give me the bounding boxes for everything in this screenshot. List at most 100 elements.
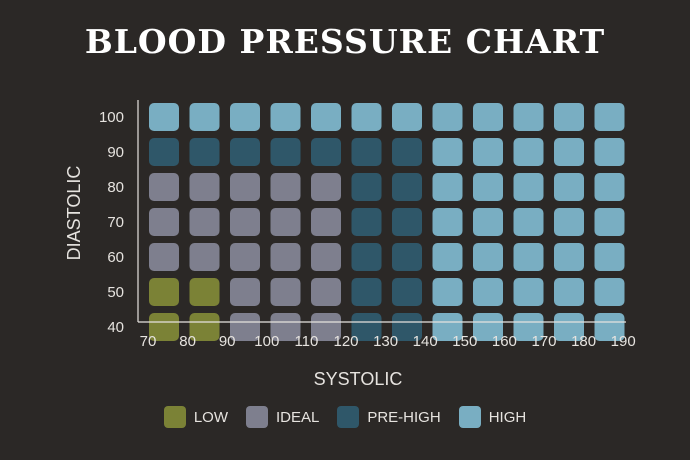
cell-60-150 — [432, 243, 463, 271]
cell-70-130 — [351, 208, 382, 236]
cell-70-120 — [311, 208, 341, 236]
legend-item-low: LOW — [163, 406, 228, 428]
cell-50-140 — [392, 278, 422, 306]
cell-60-170 — [513, 243, 544, 271]
y-axis-title: DIASTOLIC — [64, 166, 84, 261]
cell-90-170 — [513, 138, 544, 166]
legend-label: IDEAL — [275, 408, 320, 426]
cell-40-100 — [230, 313, 260, 341]
cell-40-190 — [594, 313, 625, 341]
cell-100-130 — [351, 103, 382, 131]
cell-70-150 — [432, 208, 463, 236]
x-tick-label: 190 — [611, 333, 636, 350]
x-tick-label: 130 — [373, 333, 398, 350]
legend-label: HIGH — [488, 408, 527, 426]
cell-60-110 — [270, 243, 301, 271]
cell-80-110 — [270, 173, 301, 201]
y-tick-label: 90 — [107, 144, 124, 161]
cell-40-180 — [554, 313, 584, 341]
cell-40-170 — [513, 313, 544, 341]
legend-swatch — [245, 406, 268, 428]
cell-40-90 — [189, 313, 220, 341]
cell-40-160 — [473, 313, 503, 341]
x-tick-label: 140 — [413, 333, 438, 350]
x-tick-label: 170 — [531, 333, 556, 350]
cell-100-190 — [594, 103, 625, 131]
cell-40-140 — [392, 313, 422, 341]
cell-100-110 — [270, 103, 301, 131]
cell-80-190 — [594, 173, 625, 201]
legend-swatch — [163, 406, 186, 428]
cell-70-140 — [392, 208, 422, 236]
cell-100-180 — [554, 103, 584, 131]
y-tick-label: 50 — [107, 284, 124, 301]
legend-label: LOW — [193, 408, 228, 426]
chart-legend: LOW IDEAL PRE-HIGH HIGH — [0, 406, 690, 428]
cell-50-90 — [189, 278, 220, 306]
cell-80-80 — [149, 173, 179, 201]
cell-80-160 — [473, 173, 503, 201]
x-tick-label: 70 — [140, 333, 157, 350]
legend-item-ideal: IDEAL — [245, 406, 320, 428]
legend-swatch — [458, 406, 481, 428]
chart-title: BLOOD PRESSURE CHART — [84, 22, 606, 61]
cell-40-130 — [351, 313, 382, 341]
cell-40-120 — [311, 313, 341, 341]
x-tick-label: 100 — [254, 333, 279, 350]
x-tick-label: 150 — [452, 333, 477, 350]
y-tick-label: 60 — [107, 249, 124, 266]
cell-60-160 — [473, 243, 503, 271]
cell-50-110 — [270, 278, 301, 306]
x-tick-label: 120 — [333, 333, 358, 350]
legend-label: PRE-HIGH — [367, 408, 441, 426]
y-tick-label: 70 — [107, 214, 124, 231]
x-tick-label: 110 — [294, 333, 318, 350]
cell-50-190 — [594, 278, 625, 306]
cell-60-180 — [554, 243, 584, 271]
cell-90-150 — [432, 138, 463, 166]
cell-80-130 — [351, 173, 382, 201]
cell-60-120 — [311, 243, 341, 271]
cell-50-130 — [351, 278, 382, 306]
cell-60-90 — [189, 243, 220, 271]
legend-item-high: HIGH — [458, 406, 527, 428]
cell-100-160 — [473, 103, 503, 131]
cell-100-80 — [149, 103, 179, 131]
cell-40-110 — [270, 313, 301, 341]
cell-90-180 — [554, 138, 584, 166]
cell-80-90 — [189, 173, 220, 201]
cell-70-170 — [513, 208, 544, 236]
cell-90-140 — [392, 138, 422, 166]
cell-80-170 — [513, 173, 544, 201]
cell-70-110 — [270, 208, 301, 236]
cell-100-90 — [189, 103, 220, 131]
cell-60-130 — [351, 243, 382, 271]
cell-100-120 — [311, 103, 341, 131]
cell-50-100 — [230, 278, 260, 306]
cell-80-140 — [392, 173, 422, 201]
cell-90-160 — [473, 138, 503, 166]
y-tick-label: 80 — [107, 179, 124, 196]
cell-100-150 — [432, 103, 463, 131]
cell-60-190 — [594, 243, 625, 271]
cell-50-160 — [473, 278, 503, 306]
cell-50-80 — [149, 278, 179, 306]
cell-80-100 — [230, 173, 260, 201]
cell-90-80 — [149, 138, 179, 166]
cell-100-140 — [392, 103, 422, 131]
x-tick-label: 90 — [219, 333, 236, 350]
cell-60-80 — [149, 243, 179, 271]
cell-80-120 — [311, 173, 341, 201]
cell-90-100 — [230, 138, 260, 166]
cell-70-90 — [189, 208, 220, 236]
legend-swatch — [337, 406, 360, 428]
y-tick-label: 100 — [99, 109, 124, 126]
cell-50-120 — [311, 278, 341, 306]
cell-100-170 — [513, 103, 544, 131]
cell-60-140 — [392, 243, 422, 271]
x-tick-label: 160 — [492, 333, 517, 350]
cell-80-150 — [432, 173, 463, 201]
y-tick-label: 40 — [107, 319, 124, 336]
legend-item-prehigh: PRE-HIGH — [337, 406, 441, 428]
